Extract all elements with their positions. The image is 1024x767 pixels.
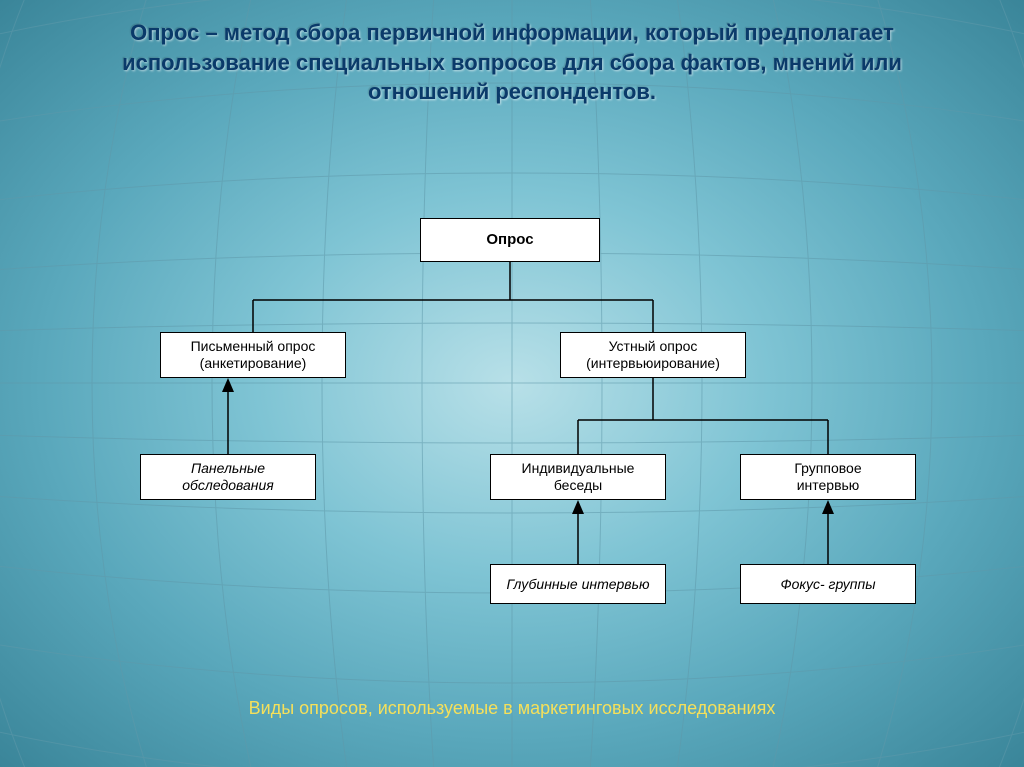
node-deep: Глубинные интервью	[490, 564, 666, 604]
node-indiv-line2: беседы	[554, 477, 602, 494]
node-oral-line1: Устный опрос	[609, 338, 698, 355]
node-deep-label: Глубинные интервью	[506, 576, 649, 593]
edges	[0, 0, 1024, 767]
node-focus: Фокус- группы	[740, 564, 916, 604]
node-written-line1: Письменный опрос	[191, 338, 316, 355]
node-written-line2: (анкетирование)	[200, 355, 307, 372]
node-focus-label: Фокус- группы	[780, 576, 875, 593]
node-root-label: Опрос	[486, 231, 533, 249]
slide-caption: Виды опросов, используемые в маркетингов…	[0, 698, 1024, 719]
node-written: Письменный опрос (анкетирование)	[160, 332, 346, 378]
node-oral-line2: (интервьюирование)	[586, 355, 720, 372]
slide-title: Опрос – метод сбора первичной информации…	[60, 18, 964, 107]
node-oral: Устный опрос (интервьюирование)	[560, 332, 746, 378]
node-group: Групповое интервью	[740, 454, 916, 500]
node-group-line1: Групповое	[794, 460, 861, 477]
node-panel-line1: Панельные	[191, 460, 265, 477]
node-group-line2: интервью	[797, 477, 860, 494]
node-panel: Панельные обследования	[140, 454, 316, 500]
node-indiv-line1: Индивидуальные	[522, 460, 635, 477]
node-indiv: Индивидуальные беседы	[490, 454, 666, 500]
node-root: Опрос	[420, 218, 600, 262]
node-panel-line2: обследования	[182, 477, 273, 494]
globe-grid	[0, 0, 1024, 767]
